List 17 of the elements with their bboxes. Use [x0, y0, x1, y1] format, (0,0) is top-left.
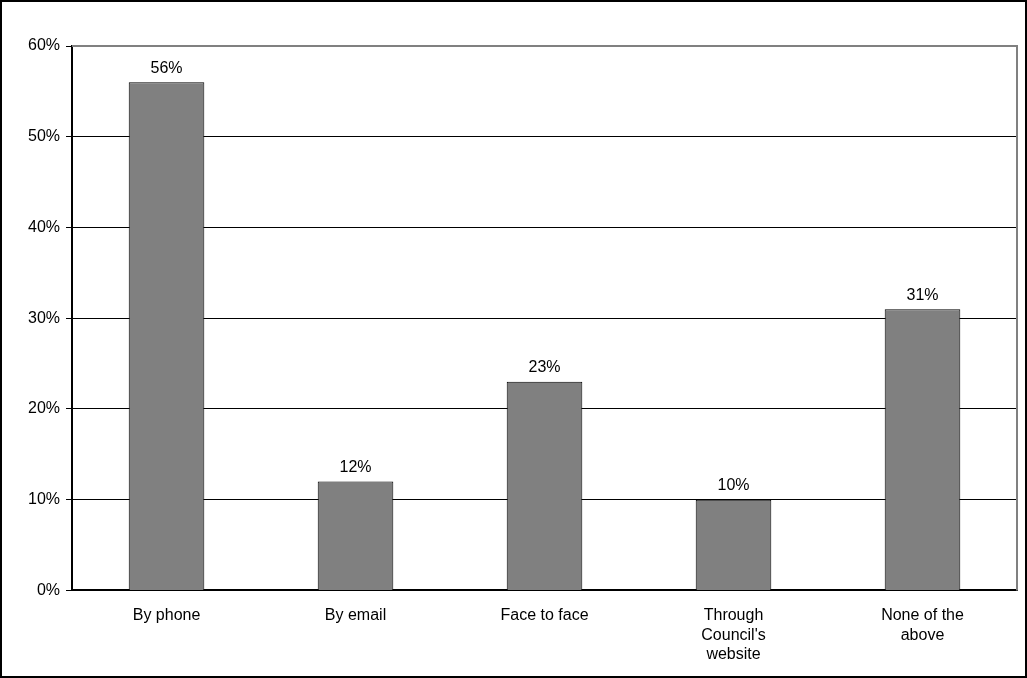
- y-tick-label: 10%: [27, 490, 61, 508]
- x-tick-label: By email: [324, 606, 387, 624]
- y-tick-label: 60%: [27, 36, 61, 54]
- data-label: 31%: [906, 285, 939, 303]
- data-label: 12%: [339, 457, 372, 475]
- y-tick-label: 40%: [27, 217, 61, 235]
- y-tick-label: 50%: [27, 127, 61, 145]
- x-tick-label: Through Council's website: [701, 606, 766, 662]
- data-label: 56%: [150, 58, 183, 76]
- x-tick-label: By phone: [132, 606, 201, 624]
- y-tick-label: 30%: [27, 308, 61, 326]
- data-label: 10%: [717, 476, 750, 494]
- x-tick-label: None of the above: [881, 606, 964, 643]
- data-label: 23%: [528, 358, 561, 376]
- x-tick-label: Face to face: [500, 606, 589, 624]
- y-tick-label: 20%: [27, 399, 61, 417]
- y-tick-label: 0%: [36, 580, 61, 598]
